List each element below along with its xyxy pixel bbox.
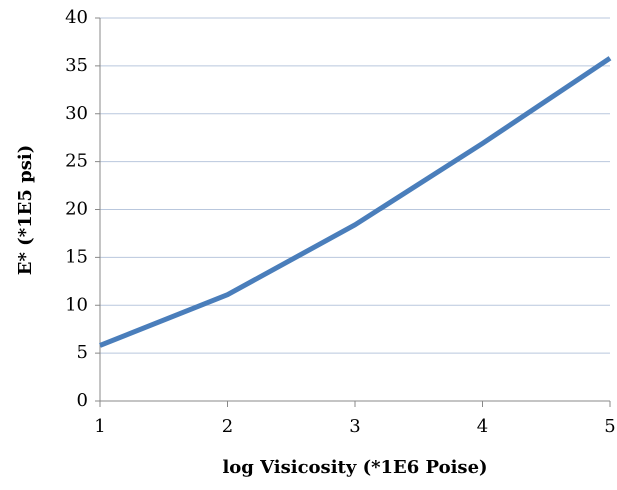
y-tick-label: 0 — [77, 390, 88, 411]
x-axis-title: log Visicosity (*1E6 Poise) — [222, 457, 487, 478]
y-tick-label: 30 — [65, 103, 88, 124]
y-tick-label: 5 — [77, 342, 88, 363]
line-series — [99, 56, 612, 348]
x-tick-label: 3 — [349, 416, 360, 437]
y-tick-label: 10 — [65, 294, 88, 315]
y-tick-label: 15 — [65, 246, 88, 267]
y-tick-label: 35 — [65, 55, 88, 76]
y-axis-title: E* (*1E5 psi) — [15, 145, 36, 275]
x-tick-label: 1 — [94, 416, 105, 437]
y-tick-label: 40 — [65, 7, 88, 28]
x-tick-label: 2 — [222, 416, 233, 437]
y-tick-label: 25 — [65, 151, 88, 172]
x-tick-label: 5 — [604, 416, 615, 437]
x-tick-label: 4 — [477, 416, 488, 437]
y-tick-label: 20 — [65, 199, 88, 220]
